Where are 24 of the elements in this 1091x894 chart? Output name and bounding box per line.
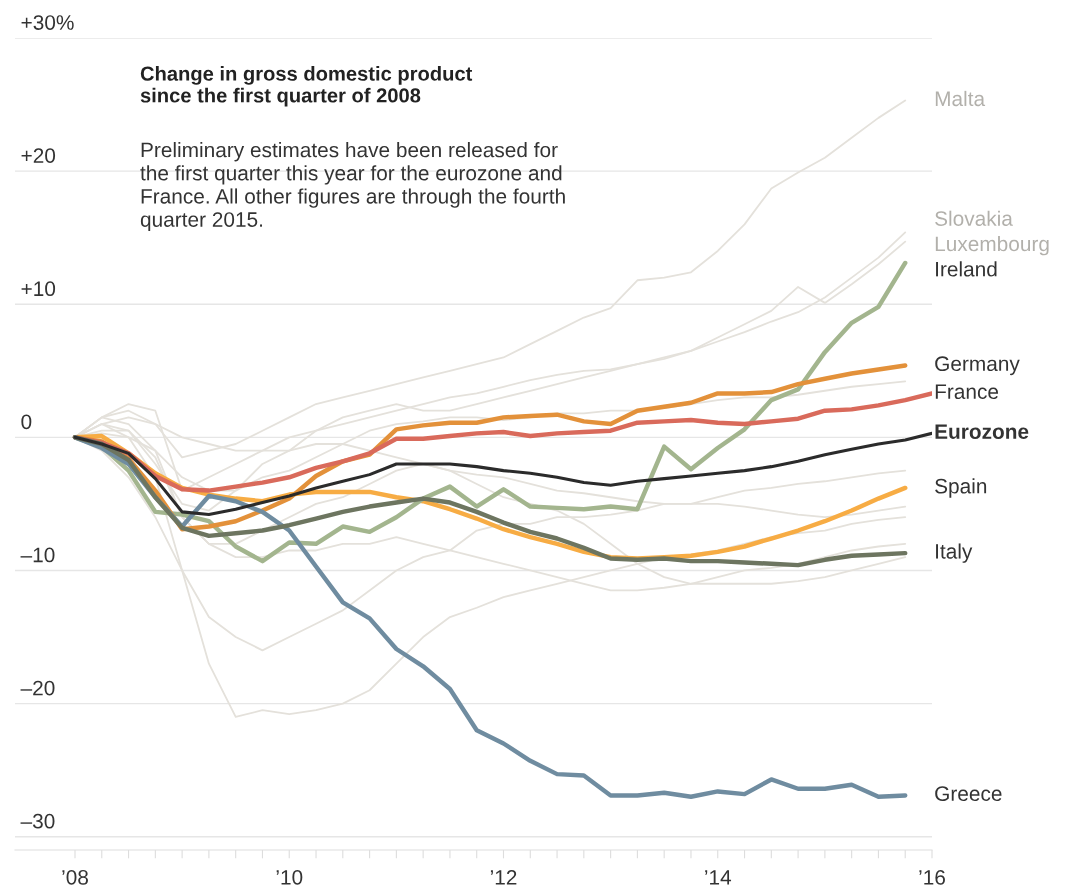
series-label: Spain: [935, 478, 987, 498]
x-tick-label: ’16: [919, 869, 945, 885]
y-tick-label: –10: [20, 547, 55, 563]
y-tick-label: 0: [21, 414, 32, 430]
x-tick-label: ’12: [490, 869, 517, 885]
series-label: Eurozone: [935, 424, 1029, 439]
series-label: France: [935, 384, 999, 400]
y-tick-label: +20: [21, 148, 56, 163]
y-tick-label: –20: [20, 680, 55, 696]
y-tick-label: –30: [20, 813, 55, 829]
x-tick-label: ’14: [705, 870, 732, 885]
series-label: Germany: [935, 356, 1020, 376]
text: Change in gross domestic product since the first quarter of 2008: [140, 66, 473, 107]
series-label: Luxembourg: [935, 235, 1049, 256]
x-tick-label: ’10: [276, 869, 303, 885]
series-label: Ireland: [936, 261, 997, 277]
series-label: Malta: [935, 90, 986, 107]
y-tick-label: +10: [21, 281, 56, 297]
series-label: Italy: [936, 543, 973, 563]
x-tick-label: ’08: [62, 869, 88, 885]
text: Preliminary estimates have been released for the first quarter this year for the eurozone and France. All other figures are through the fourth quarter 2015.: [140, 142, 565, 232]
series-label: Greece: [935, 786, 1002, 802]
y-tick-label: +30%: [21, 15, 74, 30]
series-label: Slovakia: [935, 210, 1013, 226]
